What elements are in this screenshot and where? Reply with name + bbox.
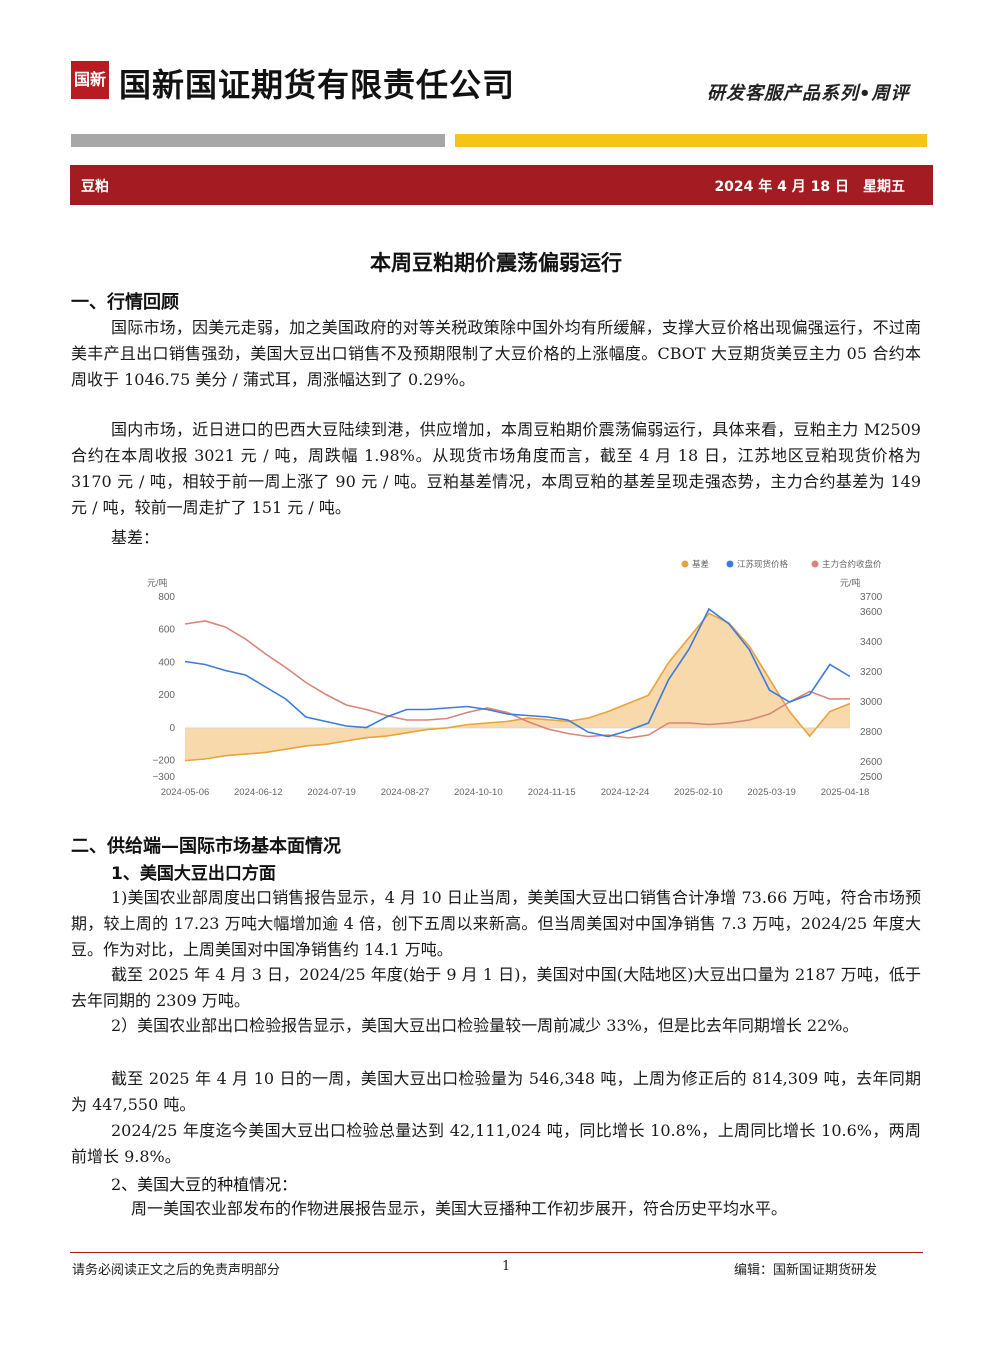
basis-chart-label: 基差： [111,528,160,547]
left-axis-unit: 元/吨 [147,577,168,588]
right-tick-label: 2600 [860,757,883,768]
spot-line [184,607,851,738]
left-tick-label: 400 [158,657,175,668]
category-band: 豆粕 2024 年 4 月 18 日 星期五 [70,165,933,205]
legend-marker [726,560,734,568]
right-tick-label: 3200 [860,667,883,678]
section2-heading: 二、供给端—国际市场基本面情况 [71,836,341,857]
basis-area [185,613,850,761]
right-tick-label: 3600 [860,607,883,618]
page-number: 1 [502,1259,511,1274]
right-axis-unit: 元/吨 [840,577,861,588]
legend-label: 主力合约收盘价 [822,559,882,569]
right-tick-label: 2500 [860,772,883,783]
legend-marker [681,560,689,568]
x-tick-label: 2024-11-15 [528,787,576,798]
x-tick-label: 2024-08-27 [381,787,430,798]
report-title: 本周豆粕期价震荡偏弱运行 [370,251,622,275]
editor-credit: 编辑：国新国证期货研发 [734,1263,878,1278]
x-tick-label: 2024-07-19 [307,787,356,798]
company-logo: 国新 [71,61,109,99]
section1-paragraph-2: 国内市场，近日进口的巴西大豆陆续到港，供应增加，本周豆粕期价震荡偏弱运行，具体来… [71,420,921,517]
section2-paragraph-5: 2024/25 年度迄今美国大豆出口检验总量达到 42,111,024 吨，同比… [71,1121,921,1166]
left-tick-label: 0 [169,723,175,734]
footer-rule [70,1252,923,1253]
report-series: 研发客服产品系列•周评 [707,83,910,104]
legend-label: 基差 [692,559,709,569]
section1-heading: 一、行情回顾 [71,292,179,313]
left-tick-label: 800 [158,592,175,603]
right-tick-label: 3400 [860,637,883,648]
x-tick-label: 2024-05-06 [161,787,210,798]
basis-line [184,612,851,762]
section2-paragraph-2: 截至 2025 年 4 月 3 日，2024/25 年度(始于 9 月 1 日)… [71,965,921,1010]
category-label: 豆粕 [81,179,109,195]
left-tick-label: −300 [152,772,175,783]
section1-paragraph-1: 国际市场，因美元走弱，加之美国政府的对等关税政策除中国外均有所缓解，支撑大豆价格… [71,318,921,389]
legend-marker [811,560,819,568]
left-tick-label: 200 [158,690,175,701]
legend-label: 江苏现货价格 [737,559,789,569]
x-tick-label: 2024-06-12 [234,787,283,798]
x-tick-label: 2024-12-24 [601,787,650,798]
section2-paragraph-3: 2）美国农业部出口检验报告显示，美国大豆出口检验量较一周前减少 33%，但是比去… [111,1016,859,1035]
x-tick-label: 2025-03-19 [747,787,796,798]
section2-paragraph-6: 周一美国农业部发布的作物进展报告显示，美国大豆播种工作初步展开，符合历史平均水平… [131,1199,788,1218]
report-date: 2024 年 4 月 18 日 星期五 [714,179,905,195]
section2-subheading-2: 2、美国大豆的种植情况： [111,1175,298,1194]
futures-line [184,620,851,739]
left-tick-label: 600 [158,625,175,636]
x-tick-label: 2024-10-10 [454,787,503,798]
right-tick-label: 2800 [860,727,883,738]
company-name: 国新国证期货有限责任公司 [119,66,516,104]
left-tick-label: −200 [152,756,175,767]
header-rule-gray [71,134,445,147]
right-tick-label: 3700 [860,592,883,603]
header-rule-yellow [455,134,927,147]
disclaimer-note: 请务必阅读正文之后的免责声明部分 [72,1263,281,1278]
section2-paragraph-1: 1)美国农业部周度出口销售报告显示，4 月 10 日止当周，美美国大豆出口销售合… [71,888,921,959]
section2-paragraph-4: 截至 2025 年 4 月 10 日的一周，美国大豆出口检验量为 546,348… [71,1069,921,1114]
section2-subheading-1: 1、美国大豆出口方面 [111,864,276,884]
x-tick-label: 2025-02-10 [674,787,723,798]
x-tick-label: 2025-04-18 [821,787,870,798]
right-tick-label: 3000 [860,697,883,708]
